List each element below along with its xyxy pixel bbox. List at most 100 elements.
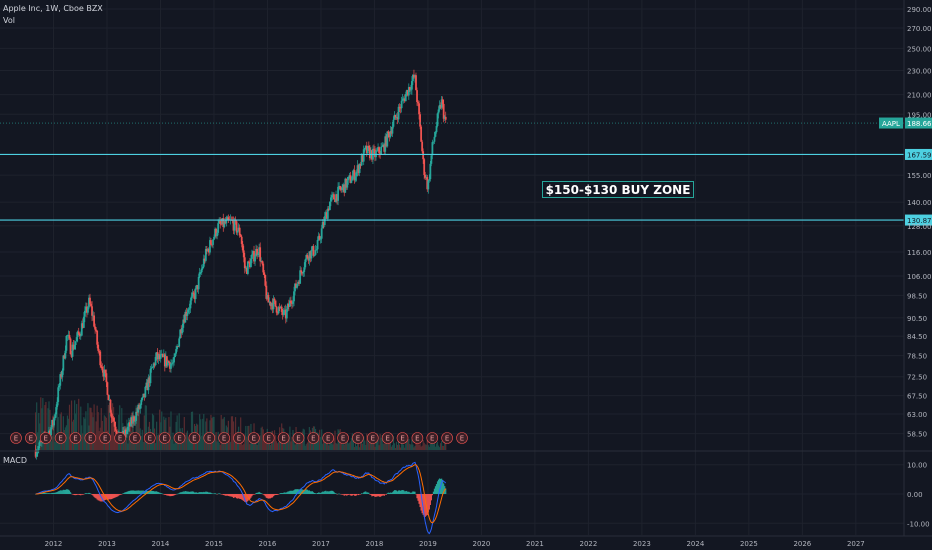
- candle-body[interactable]: [174, 353, 176, 358]
- candle-body[interactable]: [206, 248, 209, 251]
- candle-body[interactable]: [184, 311, 187, 323]
- candle-body[interactable]: [341, 187, 344, 191]
- candle-body[interactable]: [92, 315, 94, 317]
- candle-body[interactable]: [416, 90, 418, 102]
- candle-body[interactable]: [97, 344, 100, 351]
- candle-body[interactable]: [284, 309, 287, 319]
- candle-body[interactable]: [265, 285, 268, 299]
- candle-body[interactable]: [443, 116, 446, 119]
- candle-body[interactable]: [335, 194, 337, 203]
- candle-body[interactable]: [145, 382, 148, 387]
- candle-body[interactable]: [303, 267, 306, 272]
- candle-body[interactable]: [309, 251, 312, 259]
- earnings-marker[interactable]: E: [69, 432, 82, 444]
- candle-body[interactable]: [172, 362, 174, 364]
- candle-body[interactable]: [39, 441, 42, 443]
- candle-body[interactable]: [144, 386, 147, 397]
- candle-body[interactable]: [175, 349, 178, 354]
- candle-body[interactable]: [360, 155, 363, 166]
- candle-body[interactable]: [440, 99, 443, 108]
- earnings-marker[interactable]: E: [292, 432, 305, 444]
- candle-body[interactable]: [324, 212, 327, 217]
- candle-body[interactable]: [338, 186, 341, 187]
- candle-body[interactable]: [243, 257, 246, 269]
- earnings-marker[interactable]: E: [173, 432, 186, 444]
- candle-body[interactable]: [122, 431, 125, 436]
- candle-body[interactable]: [138, 404, 141, 409]
- candle-body[interactable]: [391, 126, 394, 134]
- candle-body[interactable]: [432, 141, 435, 143]
- candle-body[interactable]: [390, 131, 393, 134]
- candle-body[interactable]: [414, 75, 416, 78]
- candle-body[interactable]: [285, 309, 288, 319]
- candle-body[interactable]: [267, 295, 270, 303]
- candle-body[interactable]: [364, 145, 367, 149]
- earnings-marker[interactable]: E: [10, 432, 22, 444]
- candle-body[interactable]: [154, 356, 157, 366]
- candle-body[interactable]: [87, 307, 89, 313]
- candle-body[interactable]: [203, 258, 206, 261]
- candle-body[interactable]: [325, 212, 328, 219]
- signal-line[interactable]: [35, 464, 447, 524]
- candle-body[interactable]: [302, 271, 305, 274]
- candle-body[interactable]: [270, 303, 273, 307]
- candle-body[interactable]: [113, 421, 116, 427]
- candle-body[interactable]: [115, 430, 118, 435]
- candle-body[interactable]: [188, 308, 191, 310]
- candle-body[interactable]: [337, 186, 339, 201]
- candle-body[interactable]: [297, 281, 300, 285]
- candle-body[interactable]: [217, 223, 220, 233]
- candle-body[interactable]: [245, 267, 248, 274]
- candle-body[interactable]: [179, 329, 182, 339]
- candle-body[interactable]: [222, 218, 225, 228]
- candle-body[interactable]: [134, 420, 137, 422]
- candle-body[interactable]: [368, 147, 371, 159]
- candle-body[interactable]: [181, 327, 184, 334]
- candle-body[interactable]: [195, 285, 198, 289]
- candle-body[interactable]: [128, 422, 130, 427]
- candle-body[interactable]: [82, 316, 85, 328]
- candle-body[interactable]: [322, 221, 325, 226]
- candle-body[interactable]: [246, 261, 249, 274]
- candle-body[interactable]: [398, 106, 401, 108]
- candle-body[interactable]: [410, 81, 413, 90]
- candle-body[interactable]: [299, 270, 302, 284]
- candle-body[interactable]: [237, 227, 240, 231]
- candle-body[interactable]: [197, 276, 200, 290]
- earnings-marker[interactable]: E: [262, 432, 275, 444]
- candle-body[interactable]: [96, 330, 99, 345]
- earnings-marker[interactable]: E: [456, 432, 468, 444]
- candle-body[interactable]: [67, 335, 70, 336]
- candle-body[interactable]: [108, 399, 111, 401]
- candle-body[interactable]: [271, 303, 274, 310]
- candle-body[interactable]: [202, 258, 205, 267]
- candle-body[interactable]: [287, 303, 290, 307]
- candle-body[interactable]: [35, 452, 38, 457]
- candle-body[interactable]: [149, 368, 152, 384]
- candle-body[interactable]: [194, 288, 197, 300]
- candle-body[interactable]: [240, 236, 243, 244]
- candle-body[interactable]: [211, 244, 213, 246]
- candle-body[interactable]: [269, 301, 272, 307]
- candle-body[interactable]: [427, 180, 430, 190]
- candle-body[interactable]: [38, 441, 41, 447]
- candle-body[interactable]: [280, 306, 283, 312]
- candle-body[interactable]: [249, 262, 251, 268]
- candle-body[interactable]: [72, 344, 75, 350]
- candle-body[interactable]: [436, 113, 439, 126]
- candle-body[interactable]: [180, 329, 183, 334]
- candle-body[interactable]: [384, 136, 387, 152]
- candle-body[interactable]: [173, 357, 175, 363]
- macd-pane[interactable]: 10.00 0.00 -10.00: [0, 462, 930, 535]
- candle-body[interactable]: [400, 100, 403, 109]
- candle-body[interactable]: [266, 295, 269, 299]
- candle-body[interactable]: [423, 159, 426, 175]
- candle-body[interactable]: [80, 323, 83, 336]
- earnings-marker[interactable]: E: [426, 432, 439, 444]
- candle-body[interactable]: [143, 393, 146, 397]
- earnings-marker[interactable]: E: [396, 432, 409, 444]
- support-resistance-lines[interactable]: 167.59 130.87 AAPL 188.66: [0, 117, 932, 226]
- candle-body[interactable]: [49, 430, 51, 436]
- candle-body[interactable]: [191, 292, 194, 297]
- candle-body[interactable]: [415, 75, 417, 91]
